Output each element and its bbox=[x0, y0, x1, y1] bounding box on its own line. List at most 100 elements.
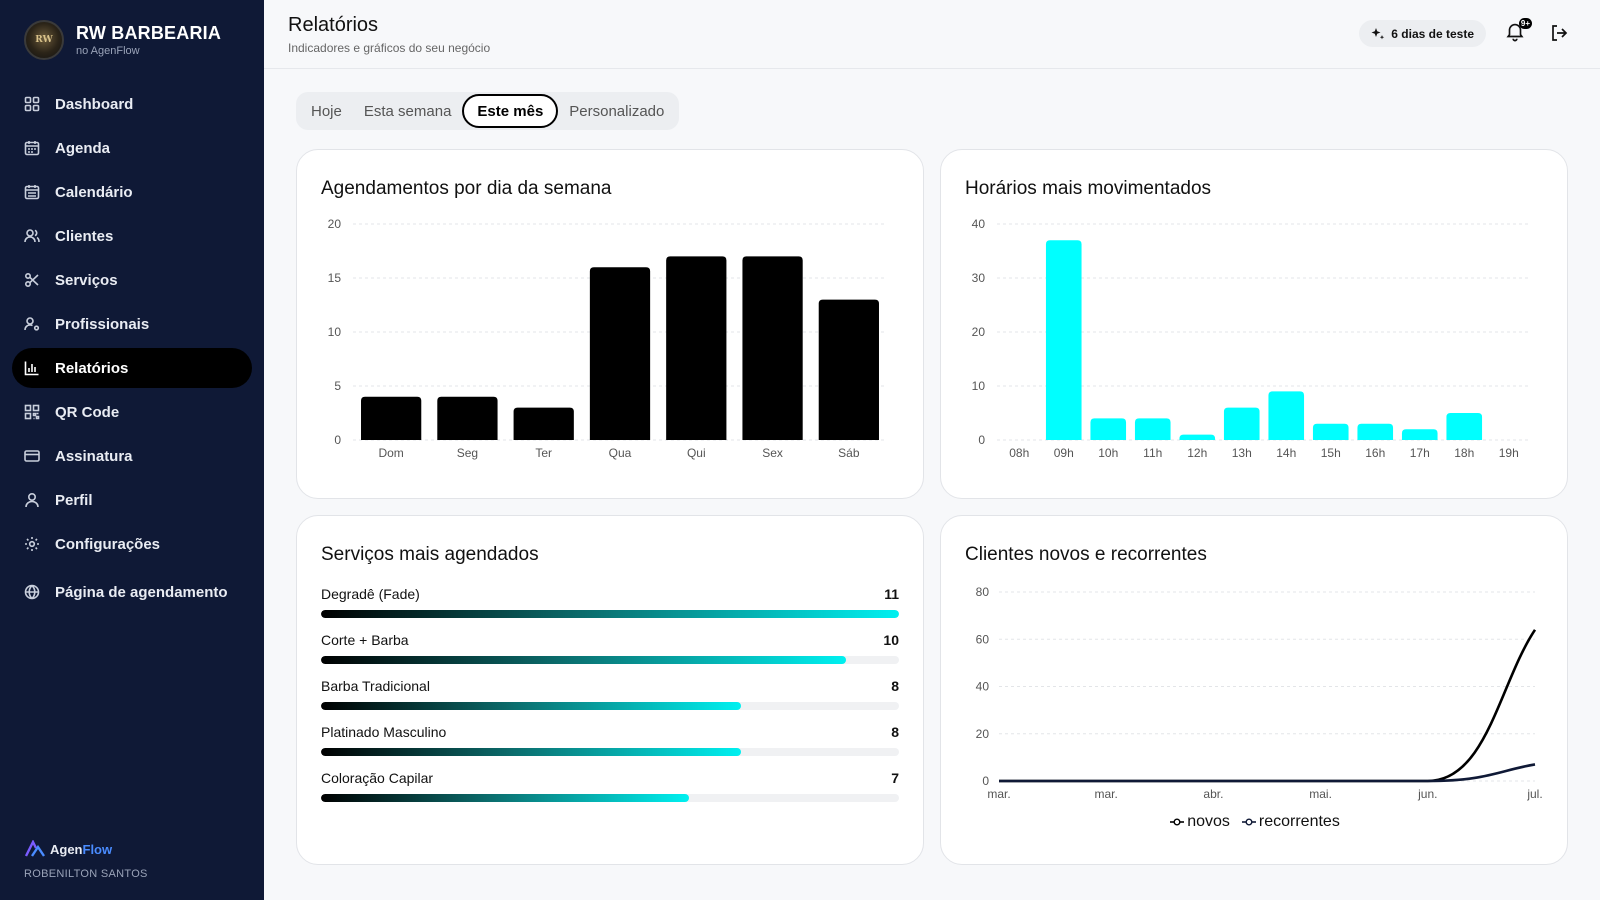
y-tick-label: 0 bbox=[978, 433, 985, 447]
service-name: Coloração Capilar bbox=[321, 770, 434, 786]
service-row: Platinado Masculino 8 bbox=[321, 724, 899, 770]
tab-hoje[interactable]: Hoje bbox=[311, 102, 342, 120]
sidebar-item-profissionais[interactable]: Profissionais bbox=[12, 304, 252, 344]
x-tick-label: 13h bbox=[1232, 446, 1252, 460]
grid-icon bbox=[24, 96, 40, 112]
legend-label: novos bbox=[1187, 813, 1230, 830]
bar[interactable] bbox=[1045, 240, 1082, 440]
sidebar-item-qr-code[interactable]: QR Code bbox=[12, 392, 252, 432]
service-name: Corte + Barba bbox=[321, 632, 409, 648]
y-tick-label: 40 bbox=[976, 680, 990, 694]
sidebar-item-dashboard[interactable]: Dashboard bbox=[12, 84, 252, 124]
sidebar: RW RW BARBEARIA no AgenFlow Dashboard Ag… bbox=[0, 0, 264, 900]
y-tick-label: 60 bbox=[976, 632, 990, 646]
sidebar-item-clientes[interactable]: Clientes bbox=[12, 216, 252, 256]
weekday-chart-card: Agendamentos por dia da semana 0 5 10 15 20 D… bbox=[296, 149, 924, 499]
brand-name: RW BARBEARIA bbox=[76, 23, 222, 43]
y-tick-label: 80 bbox=[976, 585, 990, 599]
sidebar-item-assinatura[interactable]: Assinatura bbox=[12, 436, 252, 476]
x-tick-label: mai. bbox=[1309, 787, 1332, 801]
scissors-icon bbox=[24, 272, 40, 288]
sidebar-item-calendario[interactable]: Calendário bbox=[12, 172, 252, 212]
service-count: 11 bbox=[884, 586, 899, 602]
notifications-button[interactable]: 9+ bbox=[1504, 18, 1532, 44]
calendar-icon bbox=[24, 140, 40, 156]
trial-badge[interactable]: 6 dias de teste bbox=[1359, 20, 1486, 47]
bar[interactable] bbox=[742, 256, 803, 440]
x-tick-label: 09h bbox=[1054, 446, 1074, 460]
bar[interactable] bbox=[1223, 407, 1260, 440]
logout-icon bbox=[1552, 25, 1568, 41]
sidebar-item-agenda[interactable]: Agenda bbox=[12, 128, 252, 168]
sidebar-nav: Dashboard Agenda Calendário Clientes Ser… bbox=[12, 84, 252, 616]
x-tick-label: 10h bbox=[1098, 446, 1118, 460]
sidebar-item-pagina-agendamento[interactable]: Página de agendamento bbox=[12, 572, 252, 612]
sidebar-item-label: Configurações bbox=[55, 535, 161, 553]
tab-este-mes[interactable]: Este mês bbox=[462, 94, 559, 128]
services-card: Serviços mais agendados Degradê (Fade) 1… bbox=[296, 515, 924, 865]
service-row: Coloração Capilar 7 bbox=[321, 770, 899, 816]
bar[interactable] bbox=[437, 396, 498, 440]
sidebar-item-perfil[interactable]: Perfil bbox=[12, 480, 252, 520]
bar-chart-icon bbox=[24, 360, 40, 376]
legend-item-novos[interactable]: novos bbox=[1170, 813, 1230, 831]
x-tick-label: 12h bbox=[1187, 446, 1207, 460]
bar[interactable] bbox=[589, 267, 651, 440]
x-tick-label: abr. bbox=[1203, 787, 1223, 801]
user-cog-icon bbox=[24, 316, 40, 332]
brand-subtitle: no AgenFlow bbox=[76, 45, 140, 57]
card-title: Agendamentos por dia da semana bbox=[321, 178, 612, 199]
bar[interactable] bbox=[1090, 418, 1127, 440]
bar[interactable] bbox=[1446, 413, 1483, 440]
logout-button[interactable] bbox=[1550, 24, 1568, 42]
clients-line-chart: 0 20 40 60 80 mar. mar. abr. mai. jun. jul. bbox=[976, 585, 1543, 801]
user-icon bbox=[24, 492, 40, 508]
bar[interactable] bbox=[666, 256, 727, 440]
bar[interactable] bbox=[513, 407, 574, 440]
y-tick-label: 10 bbox=[972, 379, 986, 393]
x-tick-label: 19h bbox=[1499, 446, 1519, 460]
service-name: Barba Tradicional bbox=[321, 678, 430, 694]
service-bar-track bbox=[321, 748, 899, 756]
bar[interactable] bbox=[1357, 423, 1394, 440]
credit-card-icon bbox=[24, 448, 40, 464]
service-bar-track bbox=[321, 610, 899, 618]
bar[interactable] bbox=[1134, 418, 1171, 440]
bar[interactable] bbox=[1401, 429, 1438, 440]
series-line-novos[interactable] bbox=[998, 629, 1537, 783]
bar[interactable] bbox=[361, 396, 422, 440]
users-icon bbox=[24, 228, 40, 244]
sidebar-footer: Agen Flow ROBENILTON SANTOS bbox=[24, 840, 148, 880]
x-tick-label: jun. bbox=[1417, 787, 1437, 801]
bell-icon bbox=[1506, 23, 1524, 42]
line-marker-icon bbox=[1241, 818, 1256, 826]
sidebar-item-servicos[interactable]: Serviços bbox=[12, 260, 252, 300]
service-count: 10 bbox=[883, 632, 899, 648]
series-line-recorrentes[interactable] bbox=[998, 763, 1536, 783]
bar[interactable] bbox=[1268, 391, 1305, 440]
service-row: Barba Tradicional 8 bbox=[321, 678, 899, 724]
bar[interactable] bbox=[1312, 423, 1349, 440]
agenflow-logo: Agen Flow bbox=[24, 840, 148, 858]
agenflow-logo-part1: Agen bbox=[50, 841, 83, 857]
x-tick-label: 16h bbox=[1365, 446, 1385, 460]
bar[interactable] bbox=[1179, 434, 1216, 440]
legend-item-recorrentes[interactable]: recorrentes bbox=[1241, 813, 1340, 831]
card-title: Clientes novos e recorrentes bbox=[965, 544, 1207, 565]
y-tick-label: 15 bbox=[328, 271, 342, 285]
calendar-days-icon bbox=[24, 184, 40, 200]
y-tick-label: 5 bbox=[334, 379, 341, 393]
sidebar-item-configuracoes[interactable]: Configurações bbox=[12, 524, 252, 564]
tab-personalizado[interactable]: Personalizado bbox=[569, 102, 665, 120]
x-tick-label: 08h bbox=[1009, 446, 1029, 460]
brand[interactable]: RW RW BARBEARIA no AgenFlow bbox=[24, 20, 221, 60]
y-tick-label: 40 bbox=[972, 217, 986, 231]
service-name: Platinado Masculino bbox=[321, 724, 447, 740]
bar[interactable] bbox=[818, 299, 879, 440]
sidebar-item-relatorios[interactable]: Relatórios bbox=[12, 348, 252, 388]
sidebar-item-label: Relatórios bbox=[55, 359, 129, 377]
tab-esta-semana[interactable]: Esta semana bbox=[363, 102, 452, 120]
y-tick-label: 20 bbox=[972, 325, 986, 339]
sidebar-item-label: QR Code bbox=[55, 403, 120, 421]
line-marker-icon bbox=[1170, 818, 1185, 826]
